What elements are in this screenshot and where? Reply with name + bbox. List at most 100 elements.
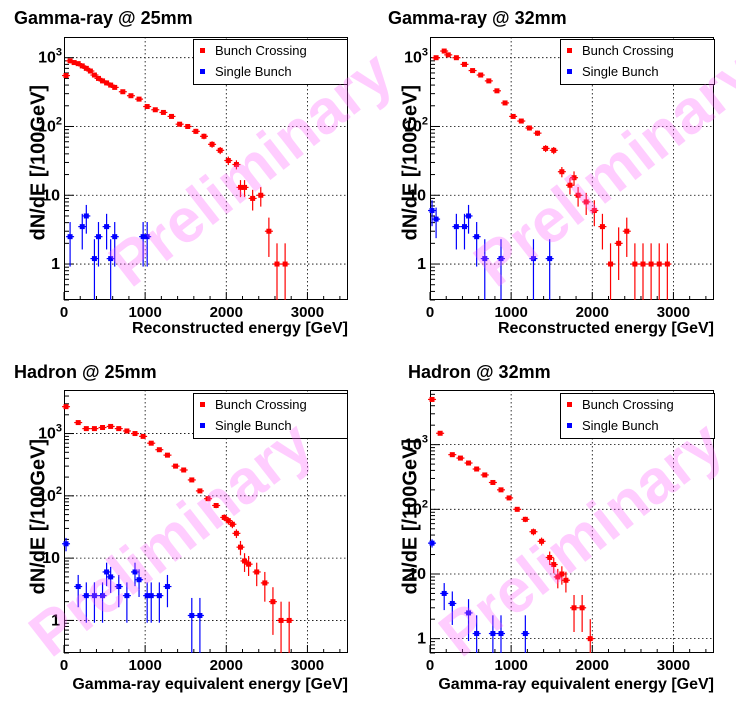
marker	[482, 472, 488, 478]
marker	[262, 580, 268, 586]
data-point	[541, 145, 550, 153]
marker	[91, 593, 97, 599]
legend-label: Single Bunch	[215, 418, 292, 433]
marker	[474, 466, 480, 472]
marker	[156, 447, 162, 453]
marker	[555, 574, 561, 580]
marker	[449, 452, 455, 458]
data-point	[204, 496, 213, 502]
data-point	[114, 426, 123, 432]
marker	[640, 261, 646, 267]
marker	[63, 541, 69, 547]
marker	[498, 256, 504, 262]
data-point	[598, 213, 607, 250]
data-point	[549, 146, 558, 155]
data-point	[167, 113, 176, 119]
marker	[156, 593, 162, 599]
data-point	[452, 213, 461, 250]
marker	[79, 63, 85, 69]
data-point	[277, 601, 286, 653]
marker	[148, 440, 154, 446]
marker	[164, 452, 170, 458]
data-point	[216, 146, 225, 155]
marker	[71, 60, 77, 66]
marker	[100, 78, 106, 84]
marker	[474, 631, 480, 637]
marker	[83, 426, 89, 432]
y-tick-label: 103	[404, 47, 428, 67]
marker	[205, 496, 211, 502]
data-point	[224, 517, 233, 525]
data-point	[212, 502, 221, 509]
data-point	[480, 472, 489, 478]
data-point	[187, 477, 196, 483]
marker	[530, 529, 536, 535]
legend-label: Bunch Crossing	[582, 397, 674, 412]
marker	[551, 562, 557, 568]
marker	[91, 72, 97, 78]
marker	[181, 467, 187, 473]
marker	[189, 612, 195, 618]
data-point	[102, 562, 111, 587]
marker	[144, 234, 150, 240]
legend: Bunch Crossing Single Bunch	[560, 39, 715, 85]
data-point	[476, 72, 485, 78]
data-point	[82, 204, 91, 234]
data-point	[183, 123, 192, 129]
marker	[120, 89, 126, 95]
data-point	[432, 55, 441, 61]
marker	[478, 72, 484, 78]
marker	[583, 199, 589, 205]
x-axis-label: Reconstructed energy [GeV]	[497, 320, 714, 337]
marker	[173, 463, 179, 469]
legend-marker-single-bunch	[200, 69, 205, 74]
data-point	[630, 243, 639, 300]
marker	[108, 423, 114, 429]
marker	[632, 261, 638, 267]
marker	[104, 224, 110, 230]
marker	[490, 631, 496, 637]
marker	[124, 593, 130, 599]
x-tick-label: 1000	[494, 304, 527, 321]
marker	[466, 460, 472, 466]
y-tick-label: 102	[38, 115, 62, 135]
marker	[543, 145, 549, 151]
data-point	[98, 582, 107, 623]
data-point	[208, 141, 217, 148]
data-point	[122, 428, 131, 434]
data-point	[448, 452, 457, 458]
marker	[470, 68, 476, 74]
marker	[197, 612, 203, 618]
x-tick-label: 3000	[657, 304, 690, 321]
marker	[664, 261, 670, 267]
data-point	[62, 537, 71, 552]
data-point	[240, 553, 249, 572]
marker	[250, 195, 256, 201]
marker	[169, 113, 175, 119]
marker	[591, 208, 597, 214]
data-point	[663, 243, 672, 300]
marker	[95, 75, 101, 81]
marker	[79, 224, 85, 230]
marker	[567, 182, 573, 188]
data-point	[464, 204, 473, 234]
marker	[526, 125, 532, 131]
data-point	[436, 430, 445, 436]
legend-label: Bunch Crossing	[215, 397, 307, 412]
marker	[221, 514, 227, 520]
marker	[429, 540, 435, 546]
marker	[482, 256, 488, 262]
marker	[128, 93, 134, 99]
marker	[547, 256, 553, 262]
x-tick-label: 0	[426, 304, 434, 321]
x-tick-label: 2000	[576, 304, 609, 321]
marker	[197, 488, 203, 494]
data-point	[90, 582, 99, 623]
marker	[441, 48, 447, 54]
data-point	[440, 583, 449, 611]
data-point	[428, 396, 437, 402]
x-tick-label: 0	[426, 657, 434, 674]
data-point	[464, 599, 473, 642]
data-point	[155, 582, 164, 623]
